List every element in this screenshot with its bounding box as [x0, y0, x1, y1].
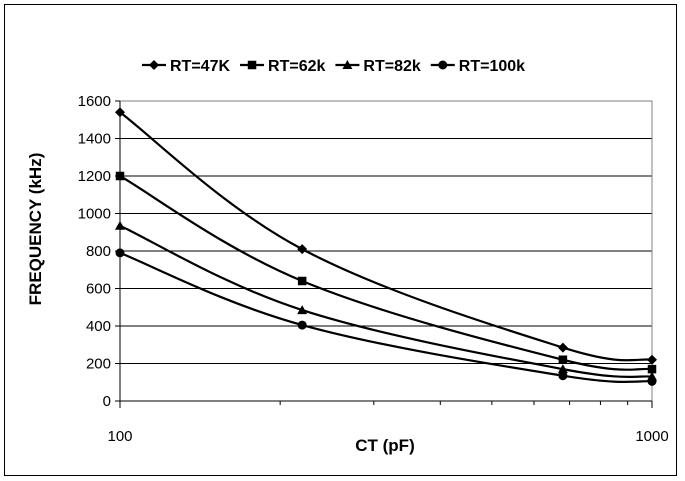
data-point-circle: [297, 320, 307, 330]
data-point-square: [115, 171, 125, 181]
data-point-circle: [647, 376, 657, 386]
data-point-circle: [558, 371, 568, 381]
series-rt-62k: [115, 171, 657, 374]
series-rt-82k: [115, 220, 657, 381]
legend-marker-triangle: [342, 60, 353, 69]
series-layer: [115, 107, 657, 386]
y-tick-label: 200: [86, 356, 111, 373]
legend-marker-circle: [438, 60, 448, 70]
y-tick-label: 1600: [78, 93, 111, 110]
data-point-diamond: [297, 244, 308, 255]
data-point-circle: [115, 248, 125, 258]
grid-lines: [120, 100, 652, 364]
legend-item: RT=47K: [142, 58, 230, 75]
y-tick-label: 1200: [78, 168, 111, 185]
series-line: [119, 251, 653, 384]
chart-frame: [4, 4, 677, 476]
legend-label: RT=82k: [363, 58, 420, 75]
legend-label: RT=47K: [170, 58, 230, 75]
legend-item: RT=100k: [430, 58, 525, 75]
data-point-triangle: [297, 305, 308, 315]
x-axis-title: CT (pF): [355, 436, 414, 455]
y-tick-label: 1000: [78, 206, 111, 223]
series-rt-100k: [115, 248, 657, 386]
legend-item: RT=62k: [240, 58, 326, 75]
data-point-diamond: [115, 107, 125, 118]
y-axis-title: FREQUENCY (kHz): [26, 153, 45, 306]
y-tick-label: 800: [86, 243, 111, 260]
axes: 0 200 400 600 800 1000 1200 1400 1600 100 1000: [78, 93, 669, 445]
series-line: [119, 224, 653, 378]
data-point-diamond: [647, 354, 657, 365]
y-tick-label: 1400: [78, 131, 111, 148]
legend-marker-diamond: [149, 60, 159, 70]
data-point-diamond: [557, 342, 568, 353]
legend-label: RT=62k: [268, 58, 325, 75]
data-point-triangle: [557, 364, 568, 374]
series-rt-47k: [115, 107, 657, 365]
y-tick-label: 600: [86, 281, 111, 298]
legend-label: RT=100k: [459, 58, 525, 75]
series-line: [119, 175, 653, 371]
data-point-square: [297, 276, 307, 286]
legend-item: RT=82k: [335, 58, 421, 75]
y-tick-label: 0: [103, 393, 111, 410]
data-point-square: [558, 355, 568, 364]
x-tick-label: 1000: [635, 428, 668, 445]
data-point-triangle: [115, 220, 125, 230]
legend: RT=47K RT=62k RT=82k RT=100k: [142, 58, 525, 75]
x-tick-label: 100: [107, 428, 132, 445]
series-line: [119, 111, 653, 362]
data-point-square: [647, 364, 657, 374]
y-tick-label: 400: [86, 318, 111, 335]
legend-marker-square: [247, 60, 257, 70]
